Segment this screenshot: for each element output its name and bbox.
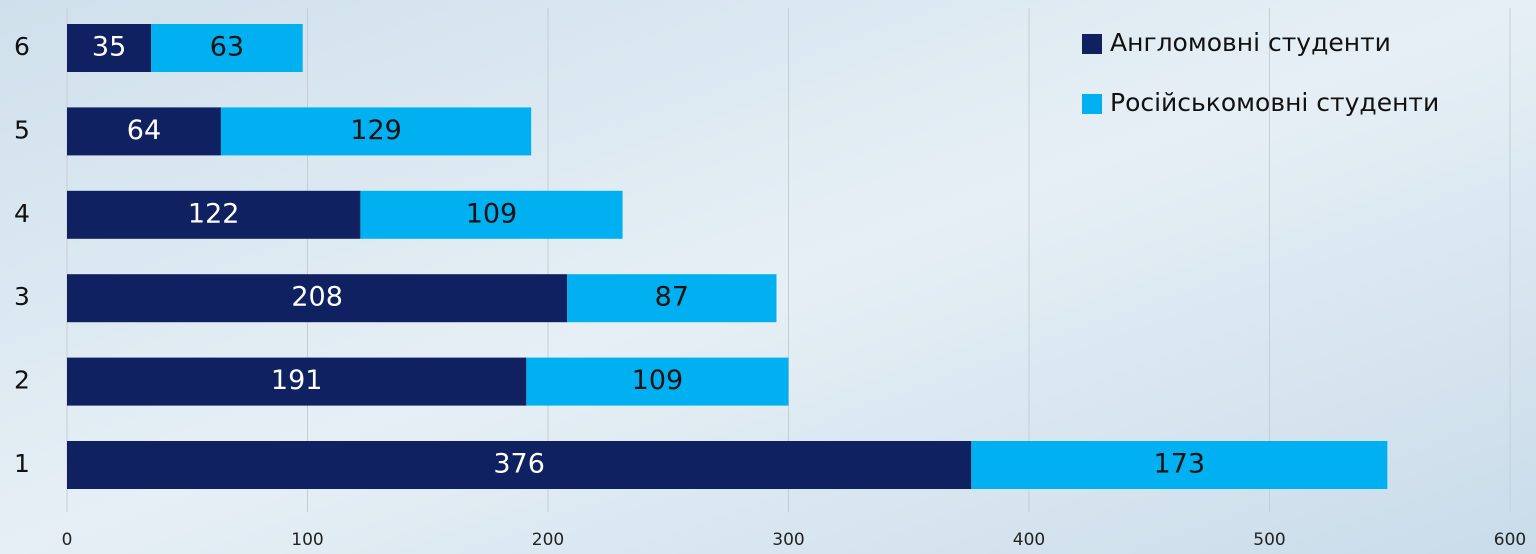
bar-segment xyxy=(67,24,152,72)
bar-segment xyxy=(220,107,532,156)
value-label: 173 xyxy=(1154,449,1206,480)
legend-swatch xyxy=(1082,94,1102,114)
bar-segment xyxy=(67,190,361,239)
value-label: 64 xyxy=(127,115,161,146)
value-label: 109 xyxy=(466,198,518,229)
value-label: 122 xyxy=(188,198,240,229)
bar-segment xyxy=(971,441,1388,489)
value-label: 191 xyxy=(271,365,323,396)
bar-segment xyxy=(67,274,568,323)
value-label: 376 xyxy=(493,449,545,480)
value-label: 208 xyxy=(291,282,343,313)
bar-segment xyxy=(567,274,777,323)
bar-segment xyxy=(67,107,221,156)
bar-segment xyxy=(360,190,623,239)
x-tick-label: 200 xyxy=(532,530,564,550)
legend-label: Англомовні студенти xyxy=(1110,28,1391,57)
x-tick-label: 400 xyxy=(1013,530,1045,550)
y-tick-label: 5 xyxy=(14,115,30,144)
legend-swatch xyxy=(1082,34,1102,54)
y-tick-label: 6 xyxy=(14,32,30,61)
bar-segment xyxy=(67,441,972,489)
bar-segment xyxy=(67,357,527,406)
bar-segment xyxy=(526,357,789,406)
y-tick-label: 1 xyxy=(14,449,30,478)
value-label: 63 xyxy=(210,32,244,63)
x-tick-label: 600 xyxy=(1494,530,1526,550)
y-tick-label: 2 xyxy=(14,366,30,395)
x-tick-label: 300 xyxy=(772,530,804,550)
value-label: 35 xyxy=(92,32,126,63)
x-tick-label: 100 xyxy=(291,530,323,550)
value-label: 87 xyxy=(655,282,689,313)
value-label: 109 xyxy=(632,365,684,396)
x-tick-label: 0 xyxy=(62,530,73,550)
y-tick-label: 3 xyxy=(14,282,30,311)
y-tick-label: 4 xyxy=(14,199,30,228)
value-label: 129 xyxy=(350,115,402,146)
x-tick-label: 500 xyxy=(1253,530,1285,550)
legend-label: Російськомовні студенти xyxy=(1110,88,1439,117)
bar-segment xyxy=(151,24,303,72)
